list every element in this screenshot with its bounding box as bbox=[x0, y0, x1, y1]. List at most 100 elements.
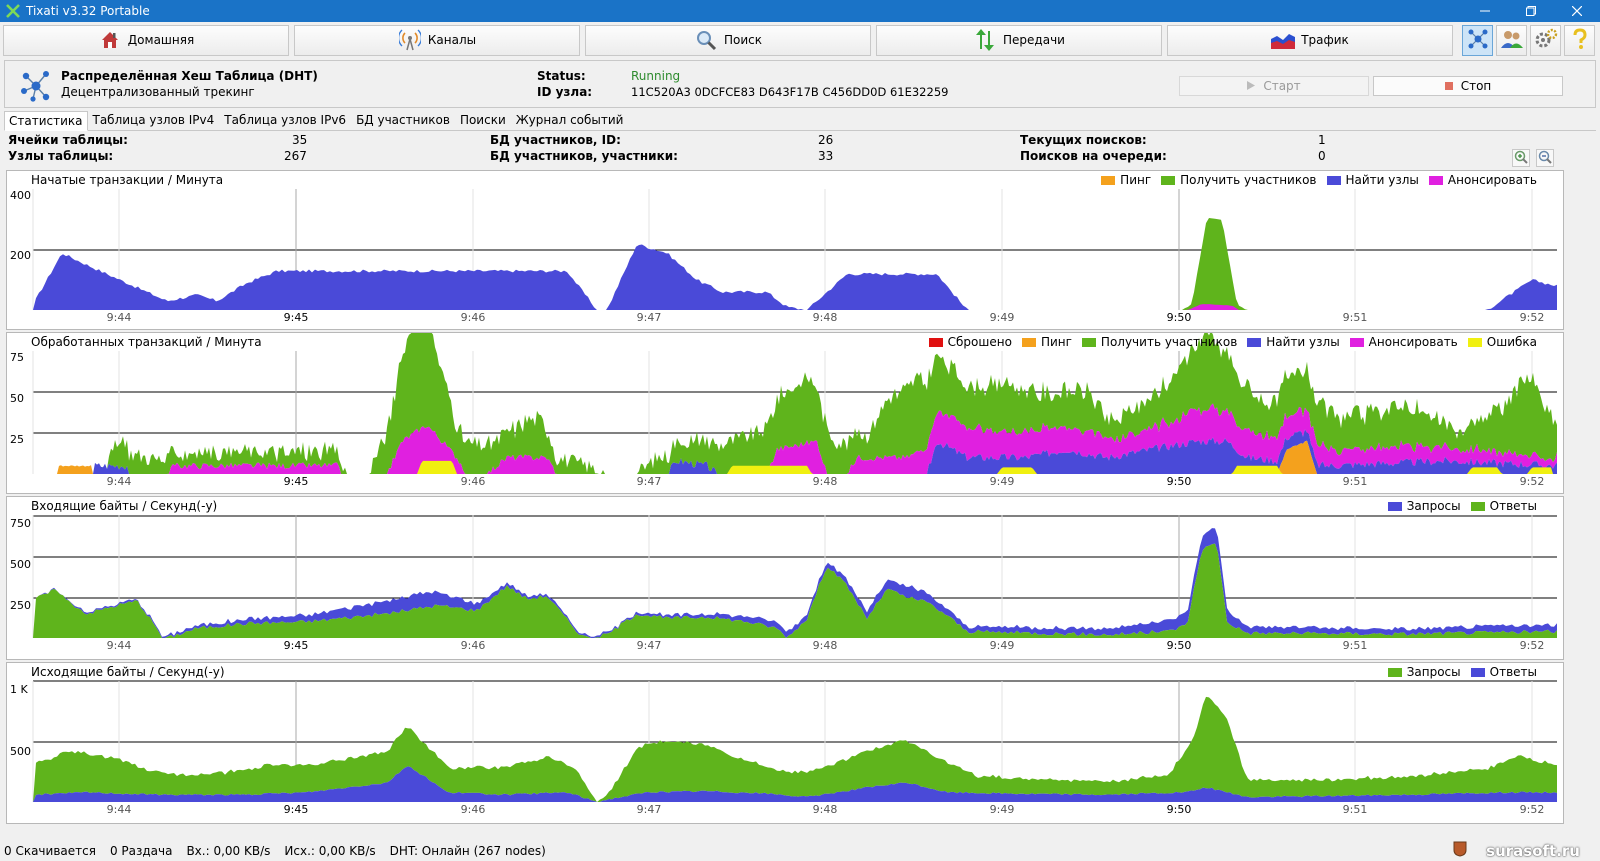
close-button[interactable] bbox=[1554, 0, 1600, 22]
legend-swatch bbox=[1021, 337, 1036, 347]
zoom-in-button[interactable] bbox=[1512, 149, 1530, 167]
legend-label: Запросы bbox=[1406, 499, 1461, 513]
incoming-rate: Вх.: 0,00 KB/s bbox=[186, 844, 271, 858]
x-tick: 9:50 bbox=[1166, 311, 1192, 324]
outgoing-rate: Исх.: 0,00 KB/s bbox=[284, 844, 376, 858]
tab-peer-db[interactable]: БД участников bbox=[356, 113, 450, 127]
x-tick: 9:45 bbox=[283, 639, 309, 652]
legend-label: Ответы bbox=[1489, 665, 1537, 679]
legend-requests: Запросы bbox=[1387, 499, 1461, 513]
y-tick: 50 bbox=[10, 392, 24, 405]
x-tick: 9:46 bbox=[460, 639, 486, 652]
peer-db-ids-value: 26 bbox=[818, 133, 834, 147]
channels-button[interactable]: Каналы bbox=[294, 24, 580, 56]
legend-swatch bbox=[1081, 337, 1096, 347]
play-icon bbox=[1247, 79, 1256, 93]
x-tick: 9:48 bbox=[812, 803, 838, 816]
x-tick: 9:50 bbox=[1166, 803, 1192, 816]
node-id-value: 11C520A3 0DCFCE83 D643F17B C456DD0D 61E3… bbox=[631, 85, 949, 99]
tab-ipv6-table[interactable]: Таблица узлов IPv6 bbox=[224, 113, 347, 127]
legend-error: Ошибка bbox=[1467, 335, 1537, 349]
x-tick: 9:49 bbox=[989, 311, 1015, 324]
graph-title: Начатые транзакции / Минута bbox=[31, 173, 224, 187]
watermark: surasoft.ru bbox=[1452, 841, 1594, 860]
zoom-in-icon bbox=[1514, 150, 1528, 167]
initiated-transactions-plot bbox=[32, 189, 1557, 310]
legend-ping: Пинг bbox=[1021, 335, 1072, 349]
tab-statistics[interactable]: Статистика bbox=[4, 111, 88, 131]
y-tick: 250 bbox=[10, 599, 31, 612]
main-toolbar: Домашняя Каналы Поиск Передачи Трафик bbox=[0, 22, 1600, 58]
legend-label: Получить участников bbox=[1180, 173, 1317, 187]
transfers-arrows-icon bbox=[973, 28, 997, 52]
x-tick: 9:45 bbox=[283, 475, 309, 488]
legend-find-nodes: Найти узлы bbox=[1247, 335, 1340, 349]
legend-swatch bbox=[1247, 337, 1262, 347]
x-tick: 9:52 bbox=[1519, 475, 1545, 488]
table-cells-label: Ячейки таблицы: bbox=[8, 133, 128, 147]
legend-label: Анонсировать bbox=[1368, 335, 1458, 349]
legend-swatch bbox=[1387, 667, 1402, 677]
tab-ipv4-table[interactable]: Таблица узлов IPv4 bbox=[92, 113, 215, 127]
minimize-button[interactable] bbox=[1462, 0, 1508, 22]
graph-legend: Пинг Получить участников Найти узлы Анон… bbox=[1101, 173, 1537, 187]
table-nodes-value: 267 bbox=[284, 149, 307, 163]
x-tick: 9:52 bbox=[1519, 639, 1545, 652]
peers-users-icon bbox=[1500, 27, 1524, 54]
status-value: Running bbox=[631, 69, 681, 83]
zoom-out-button[interactable] bbox=[1536, 149, 1554, 167]
home-label: Домашняя bbox=[127, 33, 195, 47]
x-tick: 9:47 bbox=[636, 475, 662, 488]
legend-swatch bbox=[1349, 337, 1364, 347]
help-tool-button[interactable] bbox=[1564, 24, 1595, 56]
outgoing-bytes-plot bbox=[32, 680, 1557, 802]
dht-title: Распределённая Хеш Таблица (DHT) bbox=[61, 69, 318, 83]
queued-searches-value: 0 bbox=[1318, 149, 1326, 163]
maximize-button[interactable] bbox=[1508, 0, 1554, 22]
x-tick: 9:51 bbox=[1342, 311, 1368, 324]
x-tick: 9:50 bbox=[1166, 475, 1192, 488]
legend-swatch bbox=[1470, 501, 1485, 511]
legend-label: Найти узлы bbox=[1266, 335, 1340, 349]
traffic-button[interactable]: Трафик bbox=[1167, 24, 1453, 56]
peer-db-ids-label: БД участников, ID: bbox=[490, 133, 621, 147]
x-tick: 9:47 bbox=[636, 803, 662, 816]
tab-event-log[interactable]: Журнал событий bbox=[515, 113, 624, 127]
start-button[interactable]: Старт bbox=[1179, 76, 1369, 96]
transfers-button[interactable]: Передачи bbox=[876, 24, 1162, 56]
downloading-count: 0 Скачивается bbox=[4, 844, 96, 858]
graph-title: Обработанных транзакций / Минута bbox=[31, 335, 262, 349]
dht-subtitle: Децентрализованный трекинг bbox=[61, 85, 255, 99]
tab-searches[interactable]: Поиски bbox=[459, 113, 506, 127]
legend-replies: Ответы bbox=[1470, 665, 1537, 679]
dht-tool-button[interactable] bbox=[1462, 24, 1493, 56]
home-button[interactable]: Домашняя bbox=[3, 24, 289, 56]
legend-requests: Запросы bbox=[1387, 665, 1461, 679]
settings-tool-button[interactable] bbox=[1530, 24, 1561, 56]
stop-icon bbox=[1444, 79, 1453, 93]
queued-searches-label: Поисков на очереди: bbox=[1020, 149, 1167, 163]
status-bar: 0 Скачивается 0 Раздача Вх.: 0,00 KB/s И… bbox=[0, 841, 1600, 860]
dht-network-icon bbox=[1466, 27, 1490, 54]
y-tick: 25 bbox=[10, 433, 24, 446]
x-tick: 9:49 bbox=[989, 803, 1015, 816]
legend-label: Пинг bbox=[1040, 335, 1072, 349]
y-tick: 500 bbox=[10, 745, 31, 758]
x-tick: 9:47 bbox=[636, 639, 662, 652]
legend-announce: Анонсировать bbox=[1428, 173, 1537, 187]
search-button[interactable]: Поиск bbox=[585, 24, 871, 56]
table-cells-value: 35 bbox=[292, 133, 308, 147]
peers-tool-button[interactable] bbox=[1496, 24, 1527, 56]
x-tick: 9:49 bbox=[989, 639, 1015, 652]
stop-button[interactable]: Стоп bbox=[1373, 76, 1563, 96]
legend-swatch bbox=[1467, 337, 1482, 347]
status-label: Status: bbox=[537, 69, 586, 83]
stop-label: Стоп bbox=[1460, 79, 1492, 93]
initiated-transactions-graph: Начатые транзакции / Минута Пинг Получит… bbox=[6, 170, 1564, 330]
legend-label: Получить участников bbox=[1100, 335, 1238, 349]
legend-label: Запросы bbox=[1406, 665, 1461, 679]
legend-label: Ошибка bbox=[1486, 335, 1537, 349]
legend-swatch bbox=[1326, 175, 1341, 185]
title-bar: Tixati v3.32 Portable bbox=[0, 0, 1600, 22]
legend-replies: Ответы bbox=[1470, 499, 1537, 513]
